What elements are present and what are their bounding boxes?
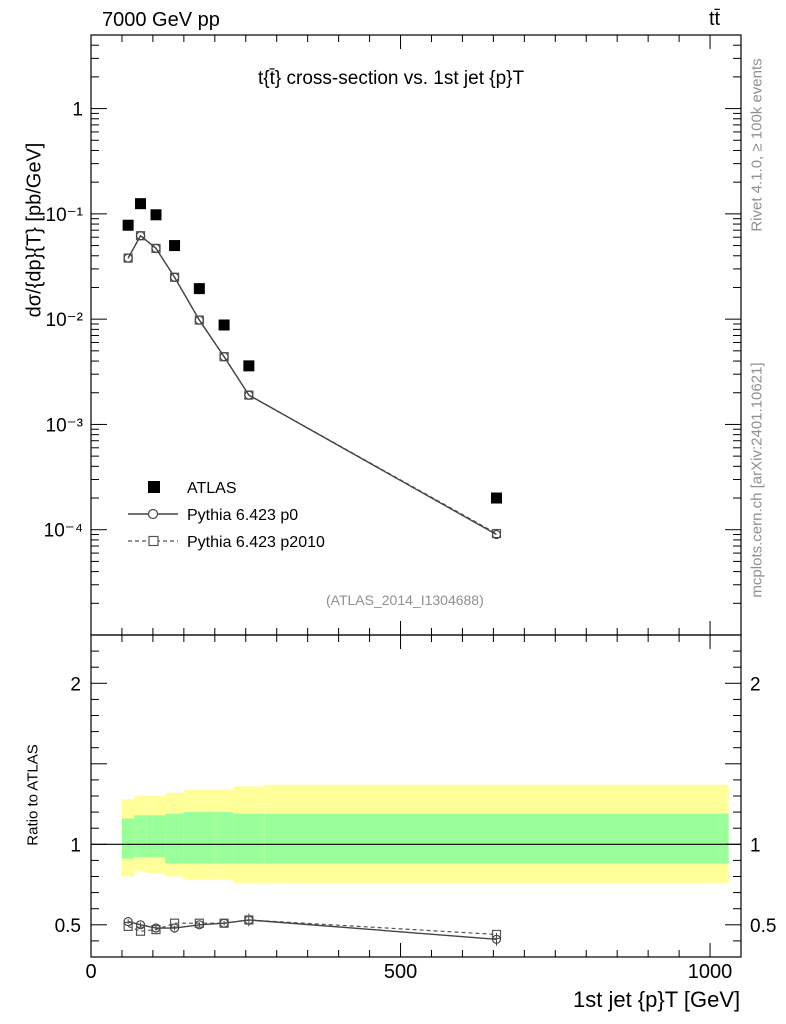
pythia-p0-marker bbox=[169, 272, 180, 282]
stat-uncertainty-band bbox=[214, 812, 234, 864]
y-tick-label: 10⁻¹ bbox=[46, 205, 84, 226]
analysis-label: (ATLAS_2014_I1304688) bbox=[326, 592, 484, 608]
chart-title: t{t̄} cross-section vs. 1st jet {p}T bbox=[258, 68, 525, 89]
ratio-tick-label-right: 0.5 bbox=[750, 916, 776, 937]
atlas-data-point bbox=[193, 283, 205, 295]
ratio-tick-label-left: 2 bbox=[70, 674, 81, 695]
stat-uncertainty-band bbox=[233, 813, 265, 864]
stat-uncertainty-band bbox=[146, 815, 166, 858]
ratio-p0-marker bbox=[135, 920, 146, 930]
legend-label: Pythia 6.423 p0 bbox=[187, 507, 298, 524]
atlas-data-point bbox=[490, 492, 502, 504]
pythia-p0-marker bbox=[491, 529, 502, 540]
stat-uncertainty-band bbox=[121, 818, 135, 859]
pythia-p0-marker bbox=[123, 253, 133, 263]
pythia-p0-marker bbox=[194, 315, 204, 325]
ratio-p0-marker bbox=[491, 934, 502, 944]
pythia-p0-marker bbox=[219, 352, 229, 362]
ratio-p2010-marker bbox=[491, 929, 502, 940]
ratio-tick-label-right: 1 bbox=[750, 835, 761, 856]
ratio-p0-marker bbox=[244, 915, 254, 925]
site-label: mcplots.cern.ch [arXiv:2401.10621] bbox=[748, 362, 766, 598]
legend-atlas-marker bbox=[148, 481, 160, 493]
legend-p0-marker bbox=[147, 508, 159, 520]
atlas-data-point bbox=[169, 240, 181, 252]
ratio-p2010-line bbox=[127, 919, 497, 936]
stat-uncertainty-band bbox=[264, 813, 729, 864]
ratio-p2010-marker bbox=[135, 926, 146, 936]
y-axis-label: dσ/{dp}{T} [pb/GeV] bbox=[23, 142, 46, 318]
y-tick-label: 1 bbox=[72, 100, 83, 121]
atlas-data-point bbox=[122, 219, 134, 231]
ratio-p0-marker bbox=[151, 923, 161, 933]
x-tick-label: 0 bbox=[85, 961, 96, 983]
ratio-p2010-marker bbox=[169, 918, 180, 928]
atlas-data-point bbox=[218, 319, 230, 331]
y-tick-label: 10⁻² bbox=[46, 310, 84, 331]
pythia-p0-marker bbox=[135, 231, 146, 241]
stat-uncertainty-band bbox=[165, 813, 184, 864]
process-label: tt̄ bbox=[709, 8, 721, 30]
x-tick-label: 500 bbox=[384, 961, 417, 983]
rivet-label: Rivet 4.1.0, ≥ 100k events bbox=[748, 58, 766, 232]
ratio-p0-marker bbox=[169, 923, 180, 933]
x-tick-label: 1000 bbox=[688, 961, 733, 983]
y-tick-label: 10⁻⁴ bbox=[44, 521, 83, 542]
ratio-p0-marker bbox=[194, 920, 204, 930]
energy-label: 7000 GeV pp bbox=[102, 9, 220, 31]
pythia-p0-marker bbox=[244, 390, 254, 400]
pythia-p0-marker bbox=[151, 243, 161, 253]
atlas-data-point bbox=[135, 198, 147, 210]
ratio-y-axis-label: Ratio to ATLAS bbox=[24, 744, 42, 846]
y-tick-label: 10⁻³ bbox=[46, 415, 84, 436]
legend-label: ATLAS bbox=[187, 480, 237, 497]
ratio-tick-label-left: 0.5 bbox=[55, 916, 81, 937]
atlas-data-point bbox=[150, 209, 162, 221]
ratio-tick-label-left: 1 bbox=[70, 835, 81, 856]
ratio-p0-marker bbox=[123, 916, 133, 927]
atlas-data-point bbox=[243, 360, 255, 372]
pythia-p0-line bbox=[127, 234, 497, 536]
legend-label: Pythia 6.423 p2010 bbox=[187, 534, 325, 551]
stat-uncertainty-band bbox=[183, 812, 215, 864]
ratio-tick-label-right: 2 bbox=[750, 674, 761, 695]
ratio-p2010-marker bbox=[123, 921, 133, 932]
stat-uncertainty-band bbox=[134, 815, 147, 858]
pythia-p2010-line bbox=[127, 234, 497, 535]
x-axis-label: 1st jet {p}T [GeV] bbox=[573, 987, 741, 1012]
legend-p2010-marker bbox=[148, 535, 159, 547]
ratio-p0-marker bbox=[219, 918, 229, 928]
